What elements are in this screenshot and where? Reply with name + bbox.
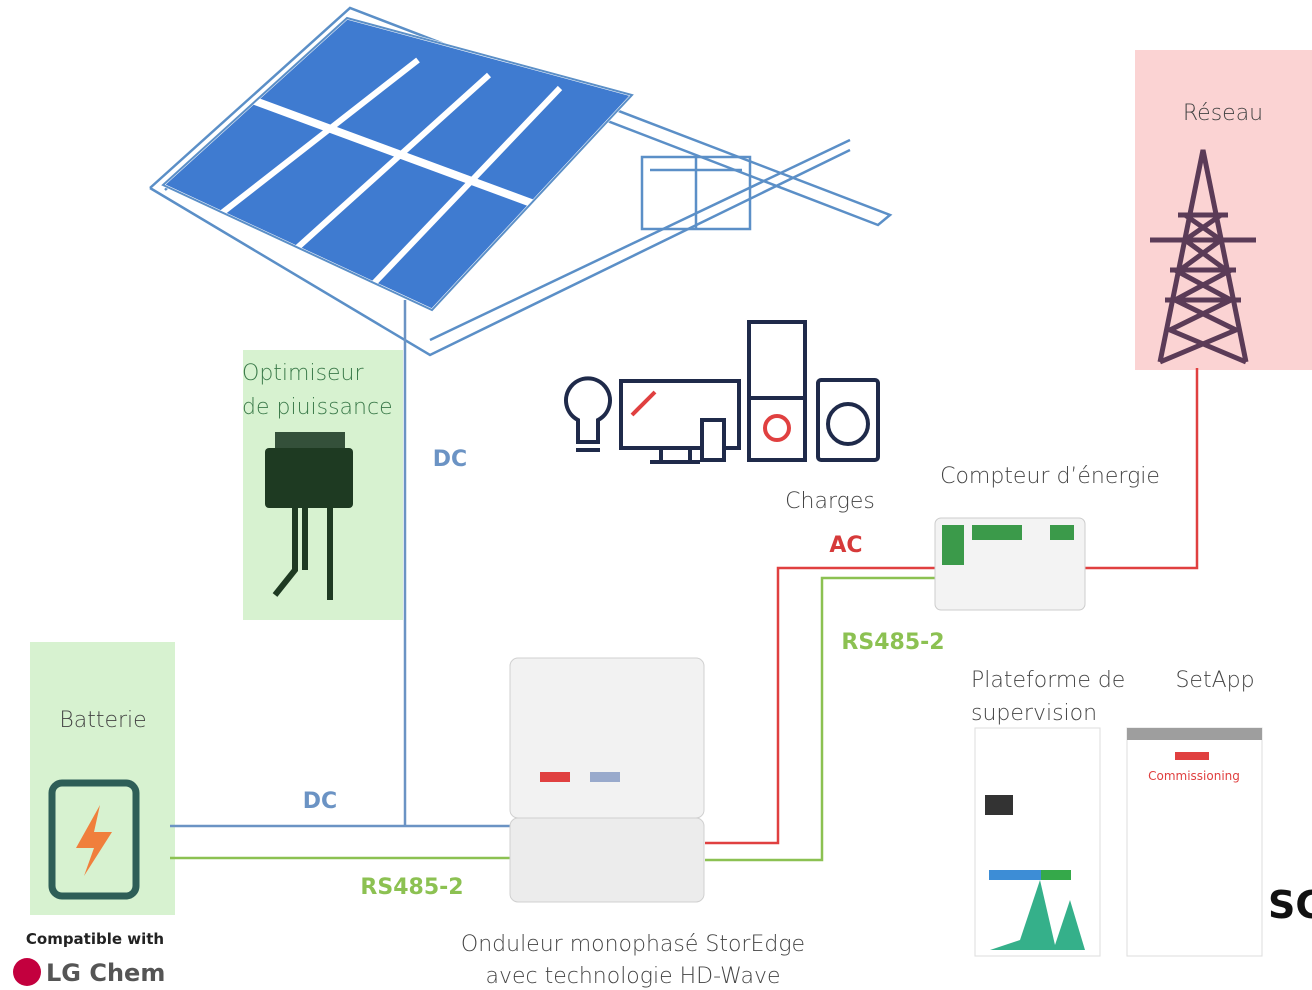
compatible-label: Compatible with xyxy=(26,930,164,948)
optimizer-label: Optimiseur xyxy=(242,361,365,386)
loads-label: Charges xyxy=(785,489,875,514)
diagram: Réseau Optimiseur de piuissance DC Charg… xyxy=(0,0,1312,990)
setapp-screen-title: Commissioning xyxy=(1148,769,1240,783)
monitoring-label: Plateforme de xyxy=(971,668,1125,693)
optimizer-label: de piuissance xyxy=(242,395,393,420)
inverter-label: Onduleur monophasé StorEdge xyxy=(461,932,805,957)
solar-panels xyxy=(163,18,632,310)
page: Réseau Optimiseur de piuissance DC Charg… xyxy=(0,0,1312,990)
inverter-label: avec technologie HD-Wave xyxy=(485,964,780,989)
brand-logo: SC xyxy=(1268,883,1312,927)
lg-chem-label: LG Chem xyxy=(46,959,165,987)
lg-logo xyxy=(13,958,41,986)
rs485-label: RS485-2 xyxy=(360,875,463,900)
appliances xyxy=(566,322,878,462)
grid-label: Réseau xyxy=(1183,101,1263,126)
meter-label: Compteur d’énergie xyxy=(940,464,1160,489)
setapp-screen xyxy=(1127,728,1262,956)
dc-label: DC xyxy=(433,447,467,472)
energy-meter xyxy=(935,518,1085,610)
monitoring-label: supervision xyxy=(971,701,1097,726)
monitoring-screen xyxy=(975,728,1100,956)
setapp-label: SetApp xyxy=(1175,668,1254,693)
rs485-label: RS485-2 xyxy=(841,630,944,655)
dc-label: DC xyxy=(303,789,337,814)
inverter xyxy=(510,658,704,902)
ac-label: AC xyxy=(829,533,862,558)
battery-label: Batterie xyxy=(59,708,146,733)
